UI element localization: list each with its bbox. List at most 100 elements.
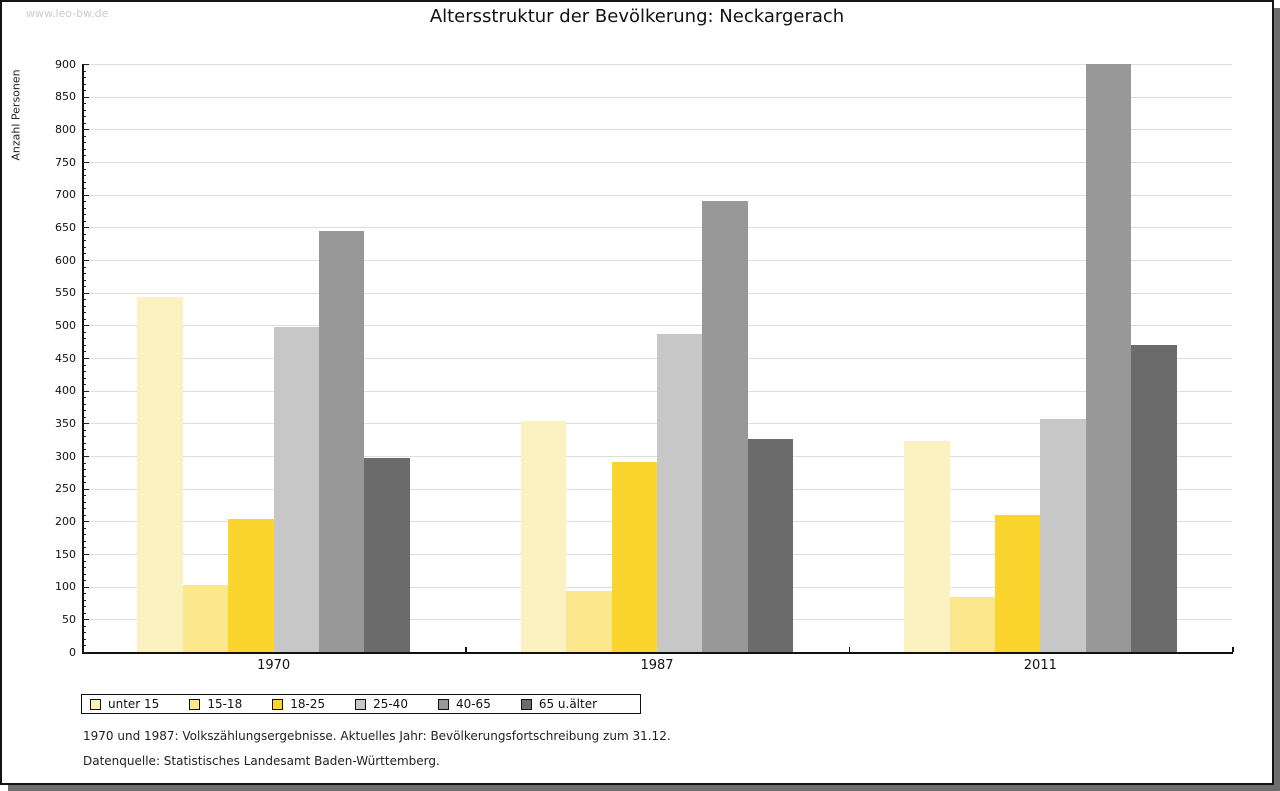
bar-2011-65-u-lter: [1131, 344, 1177, 652]
y-minor-tick-390: [83, 397, 86, 399]
legend-item-15-18: 15-18: [189, 697, 242, 711]
y-minor-tick-570: [83, 279, 86, 281]
y-major-tick-500: [83, 325, 89, 327]
x-boundary-tick-1: [465, 647, 467, 652]
y-minor-tick-420: [83, 377, 86, 379]
y-tick-label-400: 400: [55, 384, 76, 398]
y-minor-tick-80: [83, 599, 86, 601]
legend-swatch-40-65: [437, 698, 449, 710]
gridline-700: [82, 194, 1232, 196]
y-minor-tick-890: [83, 70, 86, 72]
y-major-tick-100: [83, 586, 89, 588]
y-minor-tick-360: [83, 416, 86, 418]
y-minor-tick-70: [83, 606, 86, 608]
y-minor-tick-110: [83, 580, 86, 582]
y-tick-label-350: 350: [55, 416, 76, 430]
y-minor-tick-170: [83, 540, 86, 542]
gridline-500: [82, 325, 1232, 327]
y-minor-tick-640: [83, 233, 86, 235]
y-minor-tick-370: [83, 410, 86, 412]
y-tick-label-800: 800: [55, 122, 76, 136]
y-minor-tick-880: [83, 77, 86, 79]
y-major-tick-200: [83, 521, 89, 523]
y-minor-tick-620: [83, 246, 86, 248]
y-minor-tick-220: [83, 508, 86, 510]
y-minor-tick-140: [83, 560, 86, 562]
bar-2011-25-40: [1040, 418, 1086, 652]
y-minor-tick-830: [83, 109, 86, 111]
y-minor-tick-240: [83, 495, 86, 497]
y-minor-tick-20: [83, 638, 86, 640]
y-major-tick-150: [83, 554, 89, 555]
y-minor-tick-730: [83, 175, 86, 177]
y-minor-tick-320: [83, 442, 86, 444]
y-tick-label-150: 150: [55, 547, 76, 561]
y-minor-tick-530: [83, 305, 86, 307]
x-category-label-2011: 2011: [1023, 658, 1057, 673]
y-minor-tick-280: [83, 469, 86, 471]
legend-swatch-25-40: [355, 698, 367, 710]
y-minor-tick-780: [83, 142, 86, 144]
y-tick-label-0: 0: [69, 645, 76, 659]
y-minor-tick-630: [83, 240, 86, 242]
y-minor-tick-680: [83, 207, 86, 209]
y-minor-tick-860: [83, 90, 86, 92]
y-minor-tick-180: [83, 534, 86, 536]
y-minor-tick-120: [83, 573, 86, 575]
gridline-750: [82, 162, 1232, 163]
y-minor-tick-330: [83, 436, 86, 438]
y-minor-tick-470: [83, 344, 86, 346]
y-major-tick-300: [83, 456, 89, 457]
legend-label-65-u-lter: 65 u.älter: [538, 697, 598, 711]
legend-swatch-65-u-lter: [520, 698, 532, 710]
y-tick-label-300: 300: [55, 449, 76, 463]
legend-item-unter-15: unter 15: [90, 697, 159, 711]
y-minor-tick-520: [83, 312, 86, 314]
x-boundary-tick-3: [1232, 647, 1234, 652]
y-minor-tick-230: [83, 501, 86, 503]
y-minor-tick-810: [83, 122, 86, 124]
bar-1970-40-65: [319, 230, 365, 652]
y-tick-label-700: 700: [55, 188, 76, 202]
legend: unter 15 15-18 18-25 25-40 40-65 65 u.älter: [81, 694, 641, 714]
y-minor-tick-560: [83, 286, 86, 288]
y-minor-tick-480: [83, 338, 86, 340]
y-minor-tick-40: [83, 625, 86, 627]
y-minor-tick-660: [83, 220, 86, 222]
y-minor-tick-270: [83, 475, 86, 477]
y-tick-label-750: 750: [55, 155, 76, 169]
bar-1970-18-25: [228, 518, 274, 652]
y-tick-label-550: 550: [55, 286, 76, 300]
legend-item-18-25: 18-25: [272, 697, 325, 711]
y-major-tick-400: [83, 390, 89, 392]
bar-1987-40-65: [702, 201, 748, 652]
y-minor-tick-30: [83, 632, 86, 634]
y-tick-label-850: 850: [55, 90, 76, 104]
y-minor-tick-540: [83, 299, 86, 301]
x-category-label-1987: 1987: [640, 658, 674, 673]
y-minor-tick-380: [83, 403, 86, 405]
legend-label-18-25: 18-25: [290, 697, 326, 711]
gridline-550: [82, 292, 1232, 294]
y-minor-tick-760: [83, 155, 86, 157]
y-axis-title: Anzahl Personen: [9, 69, 23, 161]
chart-title: Altersstruktur der Bevölkerung: Neckarge…: [429, 6, 845, 27]
y-minor-tick-310: [83, 449, 86, 451]
bar-2011-unter-15: [904, 440, 950, 652]
plot-area: [82, 64, 1232, 652]
y-major-tick-850: [83, 96, 89, 98]
y-tick-label-200: 200: [55, 514, 76, 528]
y-minor-tick-160: [83, 547, 86, 549]
y-major-tick-350: [83, 423, 89, 425]
y-minor-tick-510: [83, 318, 86, 320]
footnote-sources: 1970 und 1987: Volkszählungsergebnisse. …: [83, 729, 671, 743]
bar-2011-18-25: [994, 514, 1041, 652]
legend-label-unter-15: unter 15: [108, 697, 160, 711]
y-major-tick-250: [83, 488, 89, 490]
bar-1987-18-25: [611, 461, 657, 652]
gridline-600: [82, 260, 1232, 261]
y-minor-tick-290: [83, 462, 86, 464]
y-minor-tick-10: [83, 645, 86, 647]
